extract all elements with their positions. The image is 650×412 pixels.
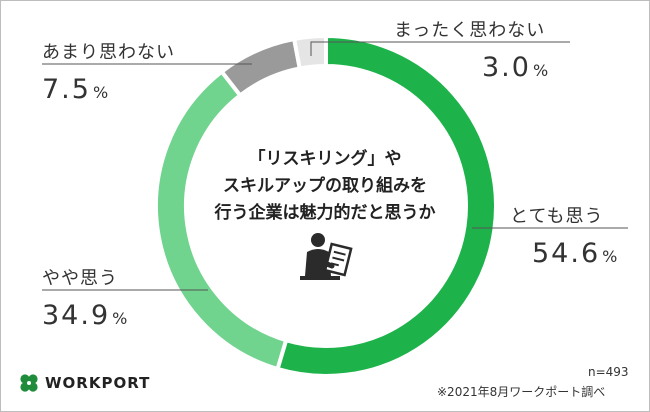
percent-unit: % <box>92 83 109 102</box>
workport-logo: WORKPORT <box>18 372 150 394</box>
donut-slice-not-really <box>218 36 303 99</box>
percent-unit: % <box>602 247 618 266</box>
slice-value-number: 34.9 <box>42 300 111 331</box>
slice-value-somewhat: 34.9% <box>42 300 127 331</box>
chart-question: 「リスキリング」や スキルアップの取り組みを 行う企業は魅力的だと思うか <box>205 146 445 227</box>
question-line-1: 「リスキリング」や <box>248 149 402 169</box>
person-reading-document-icon <box>300 233 353 280</box>
source-note: ※2021年8月ワークポート調べ <box>437 385 606 399</box>
donut-slice-not-at-all <box>291 33 328 71</box>
four-leaf-clover-icon <box>20 374 38 392</box>
slice-value-not-at-all: 3.0% <box>482 52 548 83</box>
leader-line-not-at-all <box>310 41 570 56</box>
slice-label-not-really: あまり思わない <box>42 42 175 63</box>
question-line-3: 行う企業は魅力的だと思うか <box>214 203 436 223</box>
sample-size-note: n=493 <box>588 365 629 379</box>
question-line-2: スキルアップの取り組みを <box>223 176 427 196</box>
donut-slice-very-much <box>275 33 498 378</box>
percent-unit: % <box>532 61 549 80</box>
slice-value-number: 7.5 <box>42 74 91 105</box>
slice-label-not-at-all: まったく思わない <box>394 20 546 41</box>
percent-unit: % <box>112 309 128 328</box>
slice-value-very-much: 54.6% <box>532 238 617 269</box>
slice-value-not-really: 7.5% <box>42 74 108 105</box>
brand-name: WORKPORT <box>45 374 151 392</box>
slice-value-number: 3.0 <box>482 52 531 83</box>
slice-label-somewhat: やや思う <box>42 268 118 289</box>
slice-value-number: 54.6 <box>532 238 601 269</box>
slice-label-very-much: とても思う <box>510 206 604 227</box>
